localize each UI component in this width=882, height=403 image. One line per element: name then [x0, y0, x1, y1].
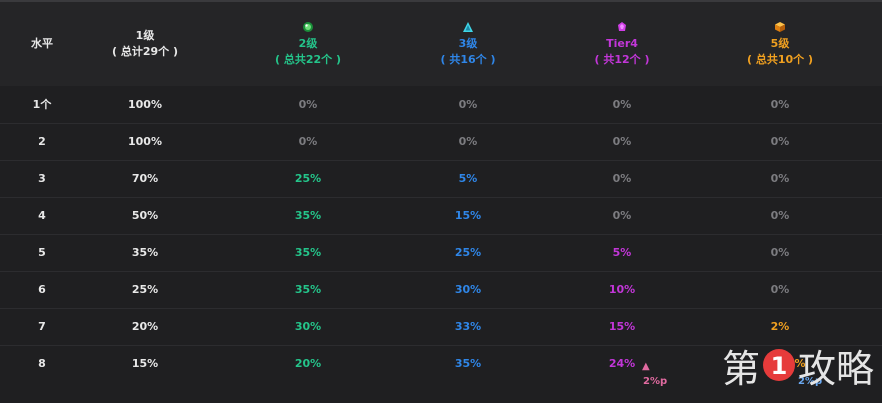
- purple-gem-icon: [618, 21, 626, 31]
- tier1-title: 1级: [135, 29, 155, 42]
- level-cell: 7: [38, 320, 46, 333]
- tier4-cell: 0%: [612, 172, 632, 185]
- tier5-cell: 2%: [770, 320, 790, 333]
- orange-cube-icon: [775, 21, 785, 32]
- tier4-extra-label: 2%p: [643, 376, 668, 387]
- level-cell: 3: [38, 172, 46, 185]
- top-divider: [0, 0, 882, 2]
- tier3-title: 3级: [458, 36, 478, 50]
- table-row: 5 35% 35% 25% 5% 0%: [0, 234, 882, 272]
- tier3-cell: 0%: [458, 98, 478, 111]
- tier4-title: Tier4: [606, 36, 638, 50]
- table-row: 7 20% 30% 33% 15% 2%: [0, 308, 882, 346]
- tier2-cell: 35%: [294, 283, 322, 296]
- table-row: 4 50% 35% 15% 0% 0%: [0, 197, 882, 235]
- tier2-cell: 35%: [294, 209, 322, 222]
- tier2-title: 2级: [298, 36, 318, 50]
- tier2-cell: 20%: [294, 357, 322, 370]
- tier5-cell: 0%: [770, 135, 790, 148]
- green-orb-icon: [303, 21, 313, 32]
- tier5-cell: 0%: [770, 209, 790, 222]
- tier5-cell: 0%: [770, 98, 790, 111]
- watermark-text-left: 第: [721, 346, 760, 391]
- tier4-cell: 0%: [612, 135, 632, 148]
- level-cell: 8: [38, 357, 46, 370]
- tier5-title: 5级: [770, 36, 790, 50]
- table-row: 6 25% 35% 30% 10% 0%: [0, 271, 882, 309]
- tier2-subtitle: ( 总共22个 ): [274, 52, 342, 66]
- tier3-cell: 30%: [454, 283, 482, 296]
- tier4-cell: 15%: [608, 320, 636, 333]
- header-tier2: 2级 ( 总共22个 ): [258, 2, 358, 86]
- table-row: 2 100% 0% 0% 0% 0%: [0, 123, 882, 161]
- table-header: 水平 1级 ( 总计29个 ) 2级 ( 总共22个 ) 3级 ( 共16个 ): [0, 2, 882, 86]
- header-tier3: 3级 ( 共16个 ): [418, 2, 518, 86]
- tier1-cell: 50%: [131, 209, 159, 222]
- table-row: 1个 100% 0% 0% 0% 0%: [0, 86, 882, 124]
- tier3-cell: 0%: [458, 135, 478, 148]
- level-cell: 1个: [32, 98, 52, 111]
- tier5-cell: 0%: [770, 246, 790, 259]
- tier3-subtitle: ( 共16个 ): [440, 52, 496, 66]
- tier1-subtitle: ( 总计29个 ): [111, 45, 179, 58]
- level-cell: 4: [38, 209, 46, 222]
- tier1-cell: 100%: [128, 98, 162, 111]
- header-level-label: 水平: [31, 37, 53, 50]
- header-tier5: 5级 ( 总共10个 ): [730, 2, 830, 86]
- watermark-circle-icon: 1: [762, 349, 795, 381]
- watermark-circle-number: 1: [771, 352, 788, 380]
- tier1-cell: 20%: [131, 320, 159, 333]
- header-tier1: 1级 ( 总计29个 ): [95, 2, 195, 86]
- tier3-cell: 5%: [458, 172, 478, 185]
- tier3-cell: 35%: [454, 357, 482, 370]
- tier5-cell: 0%: [770, 172, 790, 185]
- tier1-cell: 100%: [128, 135, 162, 148]
- tier4-cell: 0%: [612, 209, 632, 222]
- tier2-cell: 35%: [294, 246, 322, 259]
- tier2-cell: 25%: [294, 172, 322, 185]
- tier1-cell: 35%: [131, 246, 159, 259]
- tier4-up-arrow-icon: ▲: [642, 361, 650, 372]
- tier4-cell: 24%: [608, 357, 636, 370]
- header-level: 水平: [22, 2, 62, 86]
- tier1-cell: 15%: [131, 357, 159, 370]
- tier3-cell: 33%: [454, 320, 482, 333]
- table-row: 8 15% 20% 35% 24% % ▲ 2%p 2%p: [0, 345, 882, 401]
- tier2-cell: 0%: [298, 98, 318, 111]
- tier3-cell: 15%: [454, 209, 482, 222]
- watermark-logo: 第 1 攻略: [722, 341, 874, 391]
- cyan-triangle-icon: [463, 21, 473, 32]
- tier4-subtitle: ( 共12个 ): [594, 52, 650, 66]
- level-cell: 2: [38, 135, 46, 148]
- tier4-cell: 10%: [608, 283, 636, 296]
- tier5-cell: 0%: [770, 283, 790, 296]
- tier4-cell: 0%: [612, 98, 632, 111]
- header-tier4: Tier4 ( 共12个 ): [572, 2, 672, 86]
- tier2-cell: 30%: [294, 320, 322, 333]
- tier5-subtitle: ( 总共10个 ): [746, 52, 814, 66]
- level-cell: 5: [38, 246, 46, 259]
- level-cell: 6: [38, 283, 46, 296]
- tier1-cell: 25%: [131, 283, 159, 296]
- tier3-cell: 25%: [454, 246, 482, 259]
- tier5-cell: %: [794, 357, 806, 370]
- tier1-cell: 70%: [131, 172, 159, 185]
- tier2-cell: 0%: [298, 135, 318, 148]
- tier4-cell: 5%: [612, 246, 632, 259]
- table-row: 3 70% 25% 5% 0% 0%: [0, 160, 882, 198]
- watermark-text-right: 攻略: [797, 346, 874, 391]
- tier5-extra-label: 2%p: [798, 376, 823, 387]
